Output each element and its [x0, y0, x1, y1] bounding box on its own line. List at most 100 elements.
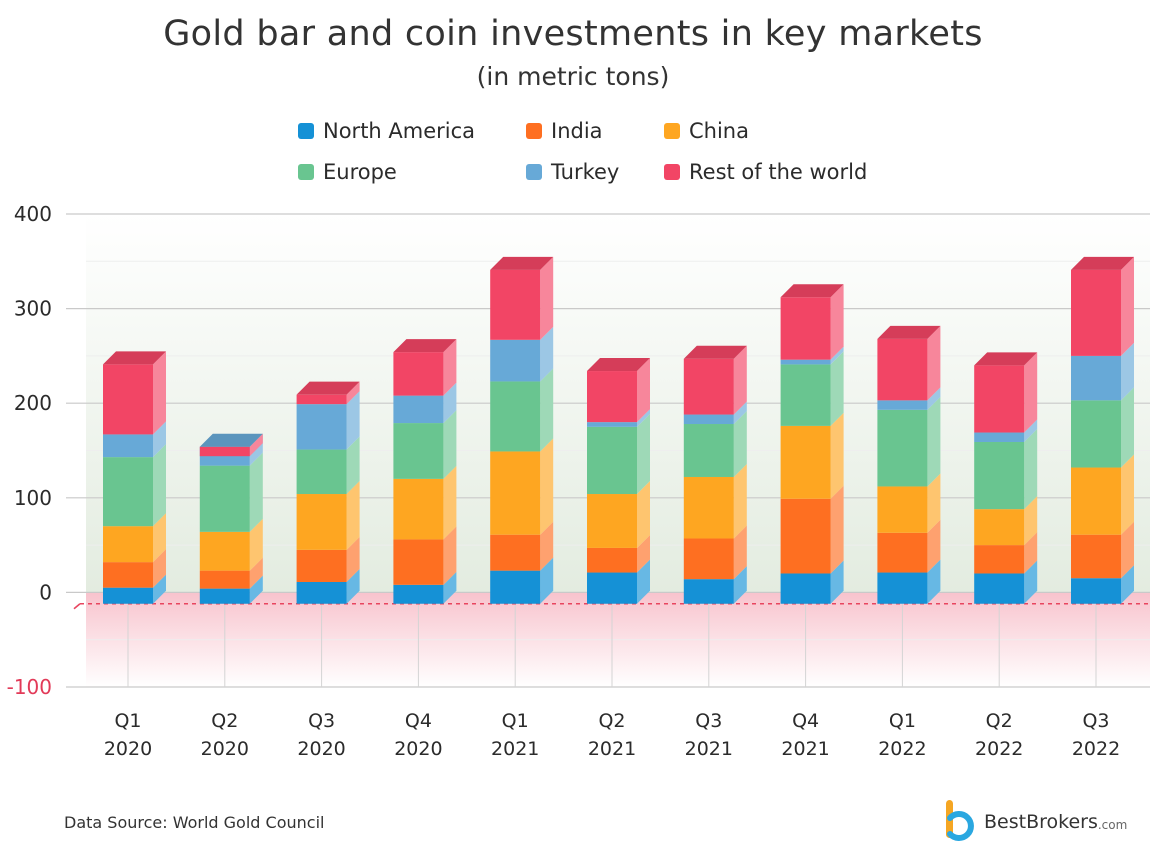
bar-segment: [393, 423, 444, 479]
bar-segment-side: [153, 549, 166, 588]
x-tick-label-quarter: Q3: [1082, 710, 1109, 732]
bar-stack: [877, 325, 941, 604]
bar-segment: [393, 395, 444, 424]
bar-segment: [974, 365, 1025, 433]
bar-segment: [587, 422, 637, 427]
x-tick-label-year: 2021: [781, 738, 829, 760]
bar-segment-side: [249, 452, 263, 532]
bar-segment: [587, 572, 637, 604]
bar-segment-side: [443, 526, 457, 585]
bar-segment-side: [1024, 496, 1038, 546]
bar-segment: [587, 494, 637, 548]
bar-segment: [296, 581, 347, 604]
bar-segment-side: [443, 339, 457, 396]
bar-segment-side: [153, 444, 166, 527]
x-tick-label-year: 2021: [588, 738, 636, 760]
bar-segment-side: [637, 481, 650, 548]
bar-segment-side: [927, 559, 941, 604]
bar-segment: [974, 545, 1025, 574]
bar-stack: [199, 433, 263, 604]
x-tick-label-year: 2022: [878, 738, 926, 760]
bar-segment-side: [733, 525, 747, 580]
bar-segment: [103, 587, 153, 604]
x-tick-label-quarter: Q1: [502, 710, 529, 732]
bar-segment-side: [733, 566, 747, 604]
bar-segment-side: [927, 519, 941, 573]
bar-segment-side: [637, 413, 650, 495]
bar-segment-side: [830, 412, 844, 499]
bar-top-cap: [103, 351, 166, 365]
bar-segment: [103, 562, 153, 588]
bar-segment: [780, 359, 831, 365]
bar-segment-side: [637, 534, 650, 573]
bar-segment-side: [1024, 560, 1038, 604]
bar-segment: [974, 432, 1025, 442]
bar-segment-side: [830, 284, 844, 360]
bar-segment-side: [830, 346, 844, 365]
bar-segment: [877, 572, 928, 604]
bar-segment: [393, 584, 444, 604]
bar-segment-side: [637, 409, 650, 427]
bar-segment: [1071, 355, 1121, 401]
y-tick-label: 400: [14, 202, 52, 226]
bar-segment-side: [733, 345, 747, 415]
x-tick-label-year: 2020: [394, 738, 442, 760]
bar-segment: [393, 352, 444, 396]
bar-segment: [780, 425, 831, 499]
bar-segment-side: [637, 358, 650, 423]
x-tick-label-quarter: Q4: [792, 710, 819, 732]
bar-segment: [490, 570, 541, 604]
bar-segment: [877, 400, 928, 410]
x-tick-label-quarter: Q2: [211, 710, 238, 732]
bar-segment: [490, 534, 541, 571]
bestbrokers-logo-icon: [946, 800, 974, 841]
bar-segment-side: [830, 560, 844, 604]
bar-segment-side: [443, 571, 457, 604]
bar-segment-side: [346, 481, 360, 550]
bar-segment-side: [249, 557, 263, 589]
bar-segment-side: [153, 513, 166, 563]
bar-segment-side: [153, 421, 166, 458]
x-tick-label-quarter: Q3: [308, 710, 335, 732]
x-tick-label-quarter: Q1: [114, 710, 141, 732]
x-tick-label-year: 2021: [491, 738, 539, 760]
bar-segment: [683, 358, 734, 415]
bar-segment-side: [540, 557, 554, 604]
bar-segment: [877, 486, 928, 533]
bar-segment: [974, 573, 1025, 604]
bar-segment: [1071, 578, 1121, 604]
bar-stack: [974, 352, 1038, 604]
bar-segment: [1071, 400, 1121, 468]
bar-segment: [296, 549, 347, 582]
x-tick-label-quarter: Q2: [986, 710, 1013, 732]
bar-segment-side: [1121, 256, 1134, 356]
x-tick-label-year: 2022: [975, 738, 1023, 760]
brand-logo: BestBrokers .com: [944, 798, 1127, 846]
bar-segment: [780, 297, 831, 360]
bar-segment-side: [249, 575, 263, 604]
y-tick-label: 0: [39, 580, 52, 604]
y-tick-label: 300: [14, 297, 52, 321]
bar-segment: [199, 588, 250, 604]
bar-segment-side: [1024, 352, 1038, 433]
x-tick-label-quarter: Q2: [598, 710, 625, 732]
bar-segment: [587, 371, 637, 423]
bar-segment-side: [1121, 342, 1134, 401]
bar-segment: [103, 434, 153, 458]
bar-segment-side: [540, 368, 554, 452]
bar-segment: [587, 547, 637, 573]
bar-stack: [587, 358, 650, 604]
baseline-line-tick: [73, 603, 81, 610]
bar-segment: [1071, 534, 1121, 579]
bar-segment: [393, 539, 444, 585]
bar-segment-side: [346, 568, 360, 604]
bar-segment: [103, 364, 153, 435]
bar-top-cap: [296, 381, 360, 395]
x-tick-label-year: 2020: [104, 738, 152, 760]
bar-segment-side: [346, 536, 360, 582]
bar-segment-side: [443, 382, 457, 424]
bar-segment-side: [249, 433, 263, 457]
bar-segment-side: [733, 401, 747, 425]
bar-segment: [780, 498, 831, 574]
